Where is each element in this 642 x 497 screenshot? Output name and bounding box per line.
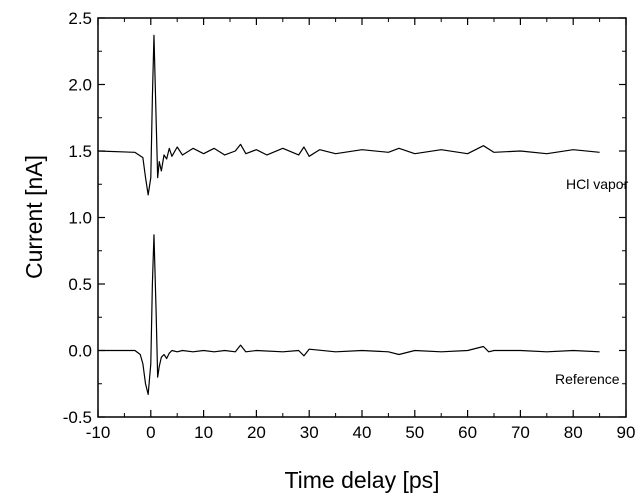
x-tick-label: 30	[300, 423, 319, 442]
x-tick-label: 50	[405, 423, 424, 442]
y-axis-title: Current [nA]	[21, 155, 47, 279]
ticks-layer	[97, 17, 627, 418]
plot-frame	[97, 17, 627, 418]
x-axis-title: Time delay [ps]	[284, 467, 439, 493]
x-tick-label: 10	[194, 423, 213, 442]
series-label-reference: Reference	[555, 371, 620, 387]
y-tick-label: 1.5	[68, 142, 92, 161]
x-tick-label: 20	[247, 423, 266, 442]
x-tick-label: -10	[86, 423, 111, 442]
x-tick-label: 0	[146, 423, 155, 442]
x-tick-label: 70	[511, 423, 530, 442]
x-tick-label: 60	[458, 423, 477, 442]
y-tick-label: 2.5	[68, 9, 92, 28]
series-label-hcl: HCl vapor	[566, 176, 629, 192]
labels-layer: -10 0 10 20 30 40 50 60 70 80 90 -0.5 0.0 0.5 1.0 1.5 2.…	[63, 9, 636, 442]
x-tick-label: 90	[617, 423, 636, 442]
y-tick-label: 0.5	[68, 275, 92, 294]
y-tick-label: 2.0	[68, 76, 92, 95]
y-tick-label: 1.0	[68, 209, 92, 228]
series-line-1	[98, 234, 600, 395]
series-line-0	[97, 34, 600, 196]
x-tick-label: 80	[564, 423, 583, 442]
y-tick-label: -0.5	[63, 408, 92, 427]
x-tick-label: 40	[353, 423, 372, 442]
y-tick-label: 0.0	[68, 342, 92, 361]
series-layer	[97, 34, 600, 395]
